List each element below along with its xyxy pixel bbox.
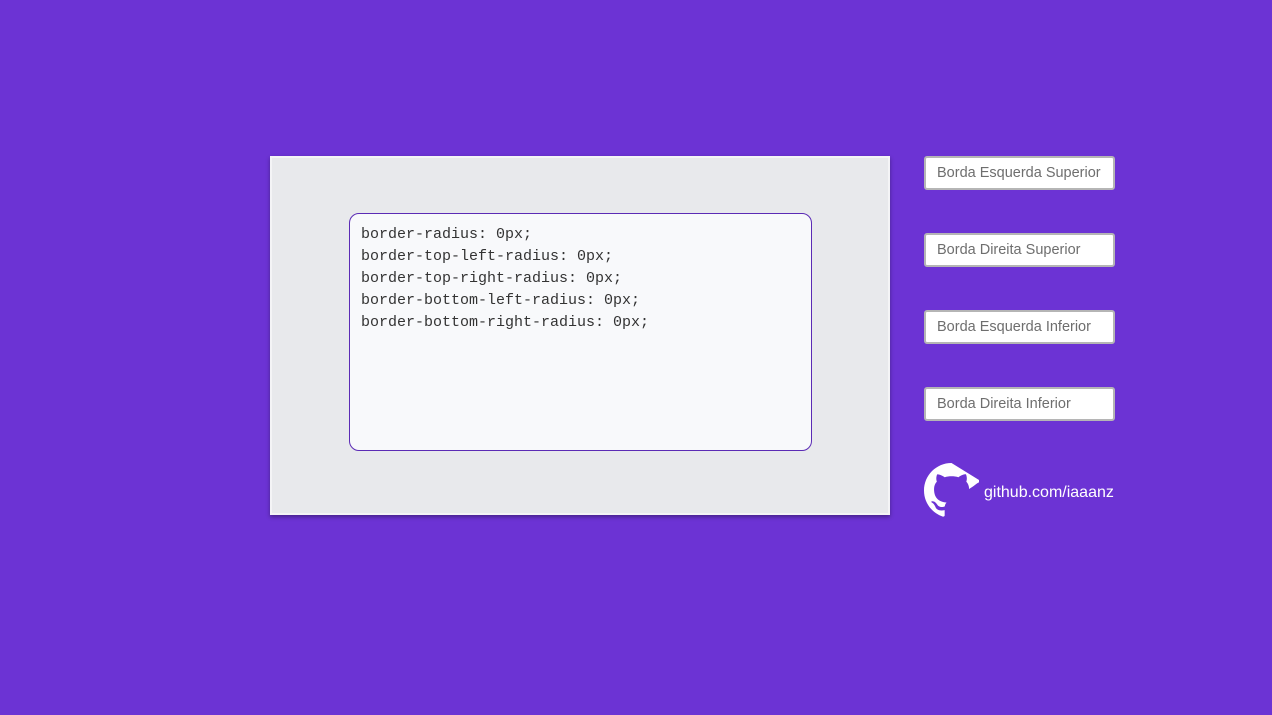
- code-line: border-top-left-radius: 0px;: [361, 248, 614, 265]
- code-line: border-radius: 0px;: [361, 226, 533, 243]
- code-line: border-bottom-right-radius: 0px;: [361, 314, 650, 331]
- code-line: border-top-right-radius: 0px;: [361, 270, 623, 287]
- top-left-radius-input[interactable]: [924, 156, 1115, 190]
- code-line: border-bottom-left-radius: 0px;: [361, 292, 641, 309]
- github-icon: [924, 463, 996, 523]
- preview-box: border-radius: 0px; border-top-left-radi…: [270, 156, 890, 515]
- top-right-radius-input[interactable]: [924, 233, 1115, 267]
- github-link-text: github.com/iaaanz: [984, 484, 1114, 501]
- github-link[interactable]: github.com/iaaanz: [924, 463, 1114, 523]
- bottom-right-radius-input[interactable]: [924, 387, 1115, 421]
- css-output[interactable]: border-radius: 0px; border-top-left-radi…: [349, 213, 812, 451]
- bottom-left-radius-input[interactable]: [924, 310, 1115, 344]
